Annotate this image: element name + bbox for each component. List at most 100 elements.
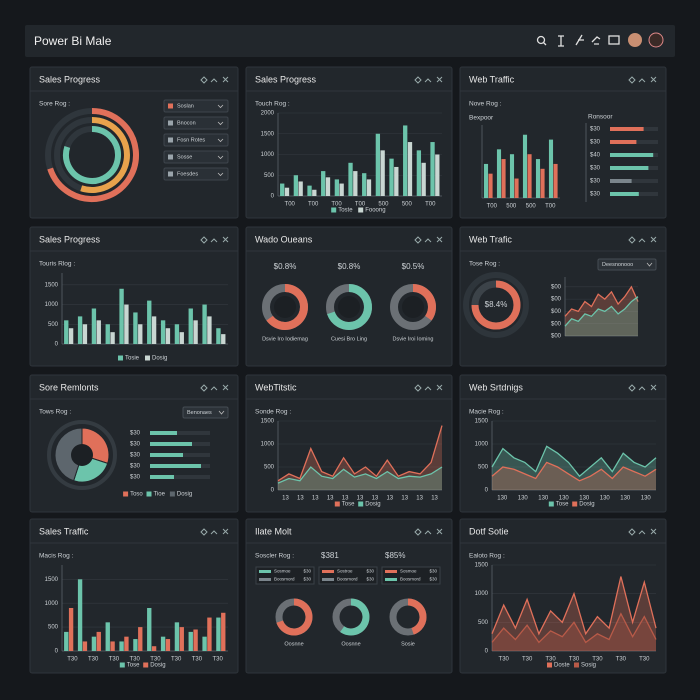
panel-icon[interactable]	[628, 384, 636, 392]
legend-swatch	[145, 355, 150, 361]
panel-icon[interactable]	[414, 384, 422, 392]
bar	[193, 629, 198, 651]
panel-icon[interactable]	[424, 238, 432, 243]
share-icon[interactable]	[575, 34, 584, 46]
list-item[interactable]	[163, 99, 229, 113]
panel-close[interactable]	[650, 236, 657, 243]
panel	[245, 518, 453, 674]
search-icon[interactable]	[536, 35, 546, 45]
row-amount: $30	[366, 569, 374, 574]
list-chevron	[217, 121, 224, 126]
bar	[160, 636, 166, 651]
bar	[147, 300, 152, 344]
bar	[133, 312, 138, 344]
panel-icon[interactable]	[638, 238, 646, 243]
row-amount: $30	[429, 569, 437, 574]
panel-icon[interactable]	[424, 386, 432, 391]
panel-icon[interactable]	[200, 76, 208, 84]
header-title: Power Bi Male	[34, 34, 112, 48]
panel-close[interactable]	[436, 236, 443, 243]
panel-icon[interactable]	[210, 78, 218, 83]
panel-close[interactable]	[436, 384, 443, 391]
panel-close[interactable]	[222, 76, 229, 83]
bird-icon[interactable]	[591, 36, 601, 45]
area-line	[491, 612, 657, 644]
x-tick-label: T30	[67, 657, 78, 663]
dropdown[interactable]	[597, 258, 657, 271]
panel-close[interactable]	[436, 528, 443, 535]
panel-icon[interactable]	[210, 386, 218, 391]
area-line	[277, 425, 443, 482]
panel-close[interactable]	[222, 384, 229, 391]
bar	[339, 183, 344, 196]
x-tick-label: 500	[526, 204, 537, 210]
list-item-label: Foesdes	[177, 171, 198, 177]
x-tick-label: T00	[545, 204, 556, 210]
legend-swatch	[331, 207, 337, 213]
panel-icon[interactable]	[638, 386, 646, 391]
hbar	[150, 453, 183, 457]
list-item[interactable]	[163, 150, 229, 164]
panel-subtitle: Bexpoor	[469, 115, 494, 122]
panel-subtitle: Tows Rog :	[39, 409, 71, 416]
avatar[interactable]	[648, 32, 664, 48]
list-item[interactable]	[163, 167, 229, 181]
panel-close[interactable]	[436, 76, 443, 83]
panel-icon[interactable]	[424, 530, 432, 535]
pie-hole	[71, 444, 93, 466]
chart-icon[interactable]	[608, 35, 620, 45]
panel-icon[interactable]	[424, 78, 432, 83]
row-label: Boosmord	[400, 577, 421, 582]
pie-ring	[47, 420, 117, 490]
panel-icon[interactable]	[414, 76, 422, 84]
panel-icon[interactable]	[628, 76, 636, 84]
bar	[119, 288, 124, 344]
bar	[403, 125, 408, 196]
panel-close[interactable]	[222, 236, 229, 243]
panel-icon[interactable]	[638, 530, 646, 535]
heading-value: $381	[321, 551, 339, 560]
panel-icon[interactable]	[200, 528, 208, 536]
y-tick-label: 1500	[45, 577, 59, 583]
donut-arc	[80, 117, 130, 193]
y-tick-label: $00	[551, 309, 562, 315]
panel-close[interactable]	[650, 76, 657, 83]
panel-icon[interactable]	[638, 78, 646, 83]
panel-subtitle: Sonde Rog :	[255, 409, 291, 416]
y-tick-label: 1000	[45, 302, 59, 308]
panel-icon[interactable]	[210, 238, 218, 243]
panel-icon[interactable]	[628, 528, 636, 536]
panel-icon[interactable]	[210, 530, 218, 535]
list-icon	[168, 103, 173, 109]
panel-close[interactable]	[650, 528, 657, 535]
panel-close[interactable]	[222, 528, 229, 535]
bar	[509, 154, 515, 198]
list-item[interactable]	[163, 116, 229, 130]
y-tick-label: 1000	[261, 442, 275, 448]
panel-icon[interactable]	[200, 236, 208, 244]
bar	[151, 646, 157, 651]
panel-close[interactable]	[650, 384, 657, 391]
panel-icon[interactable]	[200, 384, 208, 392]
avatar[interactable]	[628, 33, 642, 47]
panel-icon[interactable]	[414, 236, 422, 244]
donut-outer	[463, 272, 529, 338]
legend-swatch	[169, 491, 175, 497]
legend-swatch	[119, 662, 125, 668]
bar	[68, 608, 74, 651]
row-label: Boosmord	[337, 577, 358, 582]
dropdown[interactable]	[182, 406, 229, 419]
hbar-label: $30	[590, 166, 601, 172]
x-tick-label: 13	[416, 496, 423, 502]
legend-label: Dosig	[152, 356, 167, 362]
filter-icon[interactable]	[558, 35, 564, 47]
list-item[interactable]	[163, 133, 229, 147]
list-icon	[168, 120, 173, 126]
panel-icon[interactable]	[414, 528, 422, 536]
y-tick-label: 2000	[261, 111, 275, 117]
dropdown-label: Benonaes	[187, 410, 212, 416]
bar	[207, 316, 212, 344]
donut-hole	[274, 296, 296, 318]
panel-icon[interactable]	[628, 236, 636, 244]
header-icons[interactable]	[536, 34, 620, 47]
